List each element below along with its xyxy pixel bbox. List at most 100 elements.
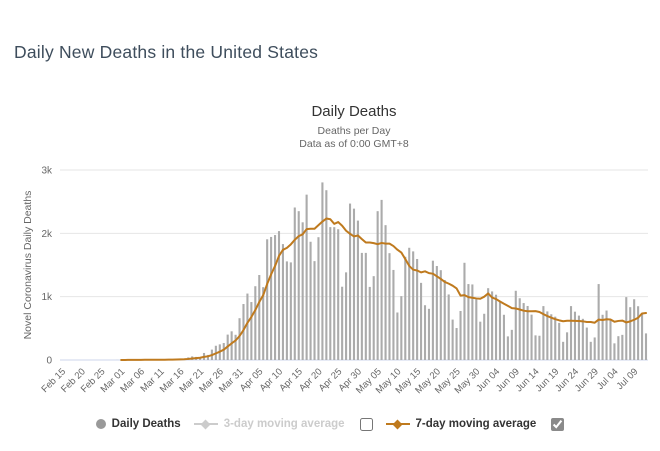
chart-title: Daily Deaths [311, 103, 396, 120]
bar [558, 322, 561, 360]
bar [305, 194, 308, 360]
bar [266, 239, 269, 360]
bar [435, 266, 438, 360]
bar [562, 341, 565, 360]
y-tick-label: 0 [46, 356, 52, 367]
bar [526, 305, 529, 360]
7day-average-line [120, 217, 648, 361]
bar [534, 335, 537, 360]
bar [277, 231, 281, 360]
daily-deaths-marker-icon [95, 419, 106, 429]
bar [569, 306, 573, 360]
chart-subtitle-line1: Deaths per Day [318, 125, 392, 137]
bar [396, 312, 399, 360]
bar [427, 308, 431, 360]
bar [467, 284, 470, 360]
bar [380, 199, 383, 360]
bar [554, 316, 557, 360]
bar [348, 203, 352, 360]
bar [246, 293, 249, 360]
7day-average-marker-icon [385, 419, 410, 429]
bar [388, 253, 391, 360]
bar [625, 297, 628, 360]
chart-subtitle-line2: Data as of 0:00 GMT+8 [299, 138, 409, 150]
bar [281, 244, 284, 360]
bar [230, 331, 233, 360]
bar [538, 335, 541, 360]
bar [206, 354, 210, 360]
bar [404, 256, 407, 360]
bar [238, 318, 241, 360]
bar [384, 225, 387, 360]
x-tick-label: Jul 04 [595, 366, 621, 392]
bar [641, 313, 644, 360]
bar [621, 334, 624, 360]
bar [617, 336, 620, 360]
bar [309, 241, 312, 360]
bar [423, 305, 427, 360]
bar [447, 294, 450, 360]
bar [605, 310, 608, 360]
bar [471, 284, 474, 360]
bar [313, 261, 316, 360]
bar [416, 258, 419, 360]
bar [487, 288, 490, 360]
bar [297, 211, 300, 360]
bar [368, 286, 371, 360]
bar [498, 301, 502, 360]
bar [443, 280, 446, 360]
bar [479, 321, 482, 360]
bar [439, 270, 442, 360]
bar [337, 229, 340, 360]
bar [285, 261, 288, 360]
7day-average-checkbox[interactable] [551, 417, 565, 431]
bar [289, 262, 292, 360]
legend-item-7day-average[interactable]: 7-day moving average [385, 418, 536, 430]
bar [242, 304, 245, 360]
bar [494, 294, 498, 360]
bar [455, 328, 458, 360]
bar [408, 247, 411, 360]
bar [274, 235, 277, 360]
bar [530, 314, 533, 360]
legend-item-daily-deaths[interactable]: Daily Deaths [95, 418, 181, 430]
bar [589, 341, 592, 360]
bar [345, 272, 348, 360]
bar [254, 286, 257, 360]
bar [352, 208, 356, 360]
bar [522, 303, 525, 360]
bar [514, 290, 517, 360]
bar [420, 282, 423, 360]
bar [475, 299, 478, 360]
bar [644, 333, 648, 360]
bar [581, 318, 584, 360]
bar [613, 343, 616, 360]
bar [629, 307, 632, 360]
3day-average-checkbox[interactable] [359, 417, 373, 431]
bar [333, 227, 336, 360]
bar [506, 336, 509, 360]
y-tick-label: 3k [41, 166, 53, 177]
y-axis-title: Novel Coronavirus Daily Deaths [22, 191, 34, 340]
bar [550, 314, 553, 360]
bar [451, 319, 454, 360]
page-title: Daily New Deaths in the United States [14, 42, 319, 62]
bar [463, 262, 466, 360]
3day-average-marker-icon [193, 419, 218, 429]
bar [633, 299, 636, 360]
bar [573, 311, 577, 360]
bar [234, 334, 237, 360]
bar [483, 313, 486, 360]
legend-item-3day-average[interactable]: 3-day moving average [193, 418, 345, 430]
bar [609, 320, 612, 360]
bar [601, 314, 604, 360]
bar [412, 251, 415, 360]
bar [542, 306, 545, 360]
bar [321, 182, 324, 360]
bar [341, 286, 344, 360]
3day-average-legend-label: 3-day moving average [223, 418, 345, 430]
bar [258, 275, 261, 360]
bar [325, 190, 328, 360]
